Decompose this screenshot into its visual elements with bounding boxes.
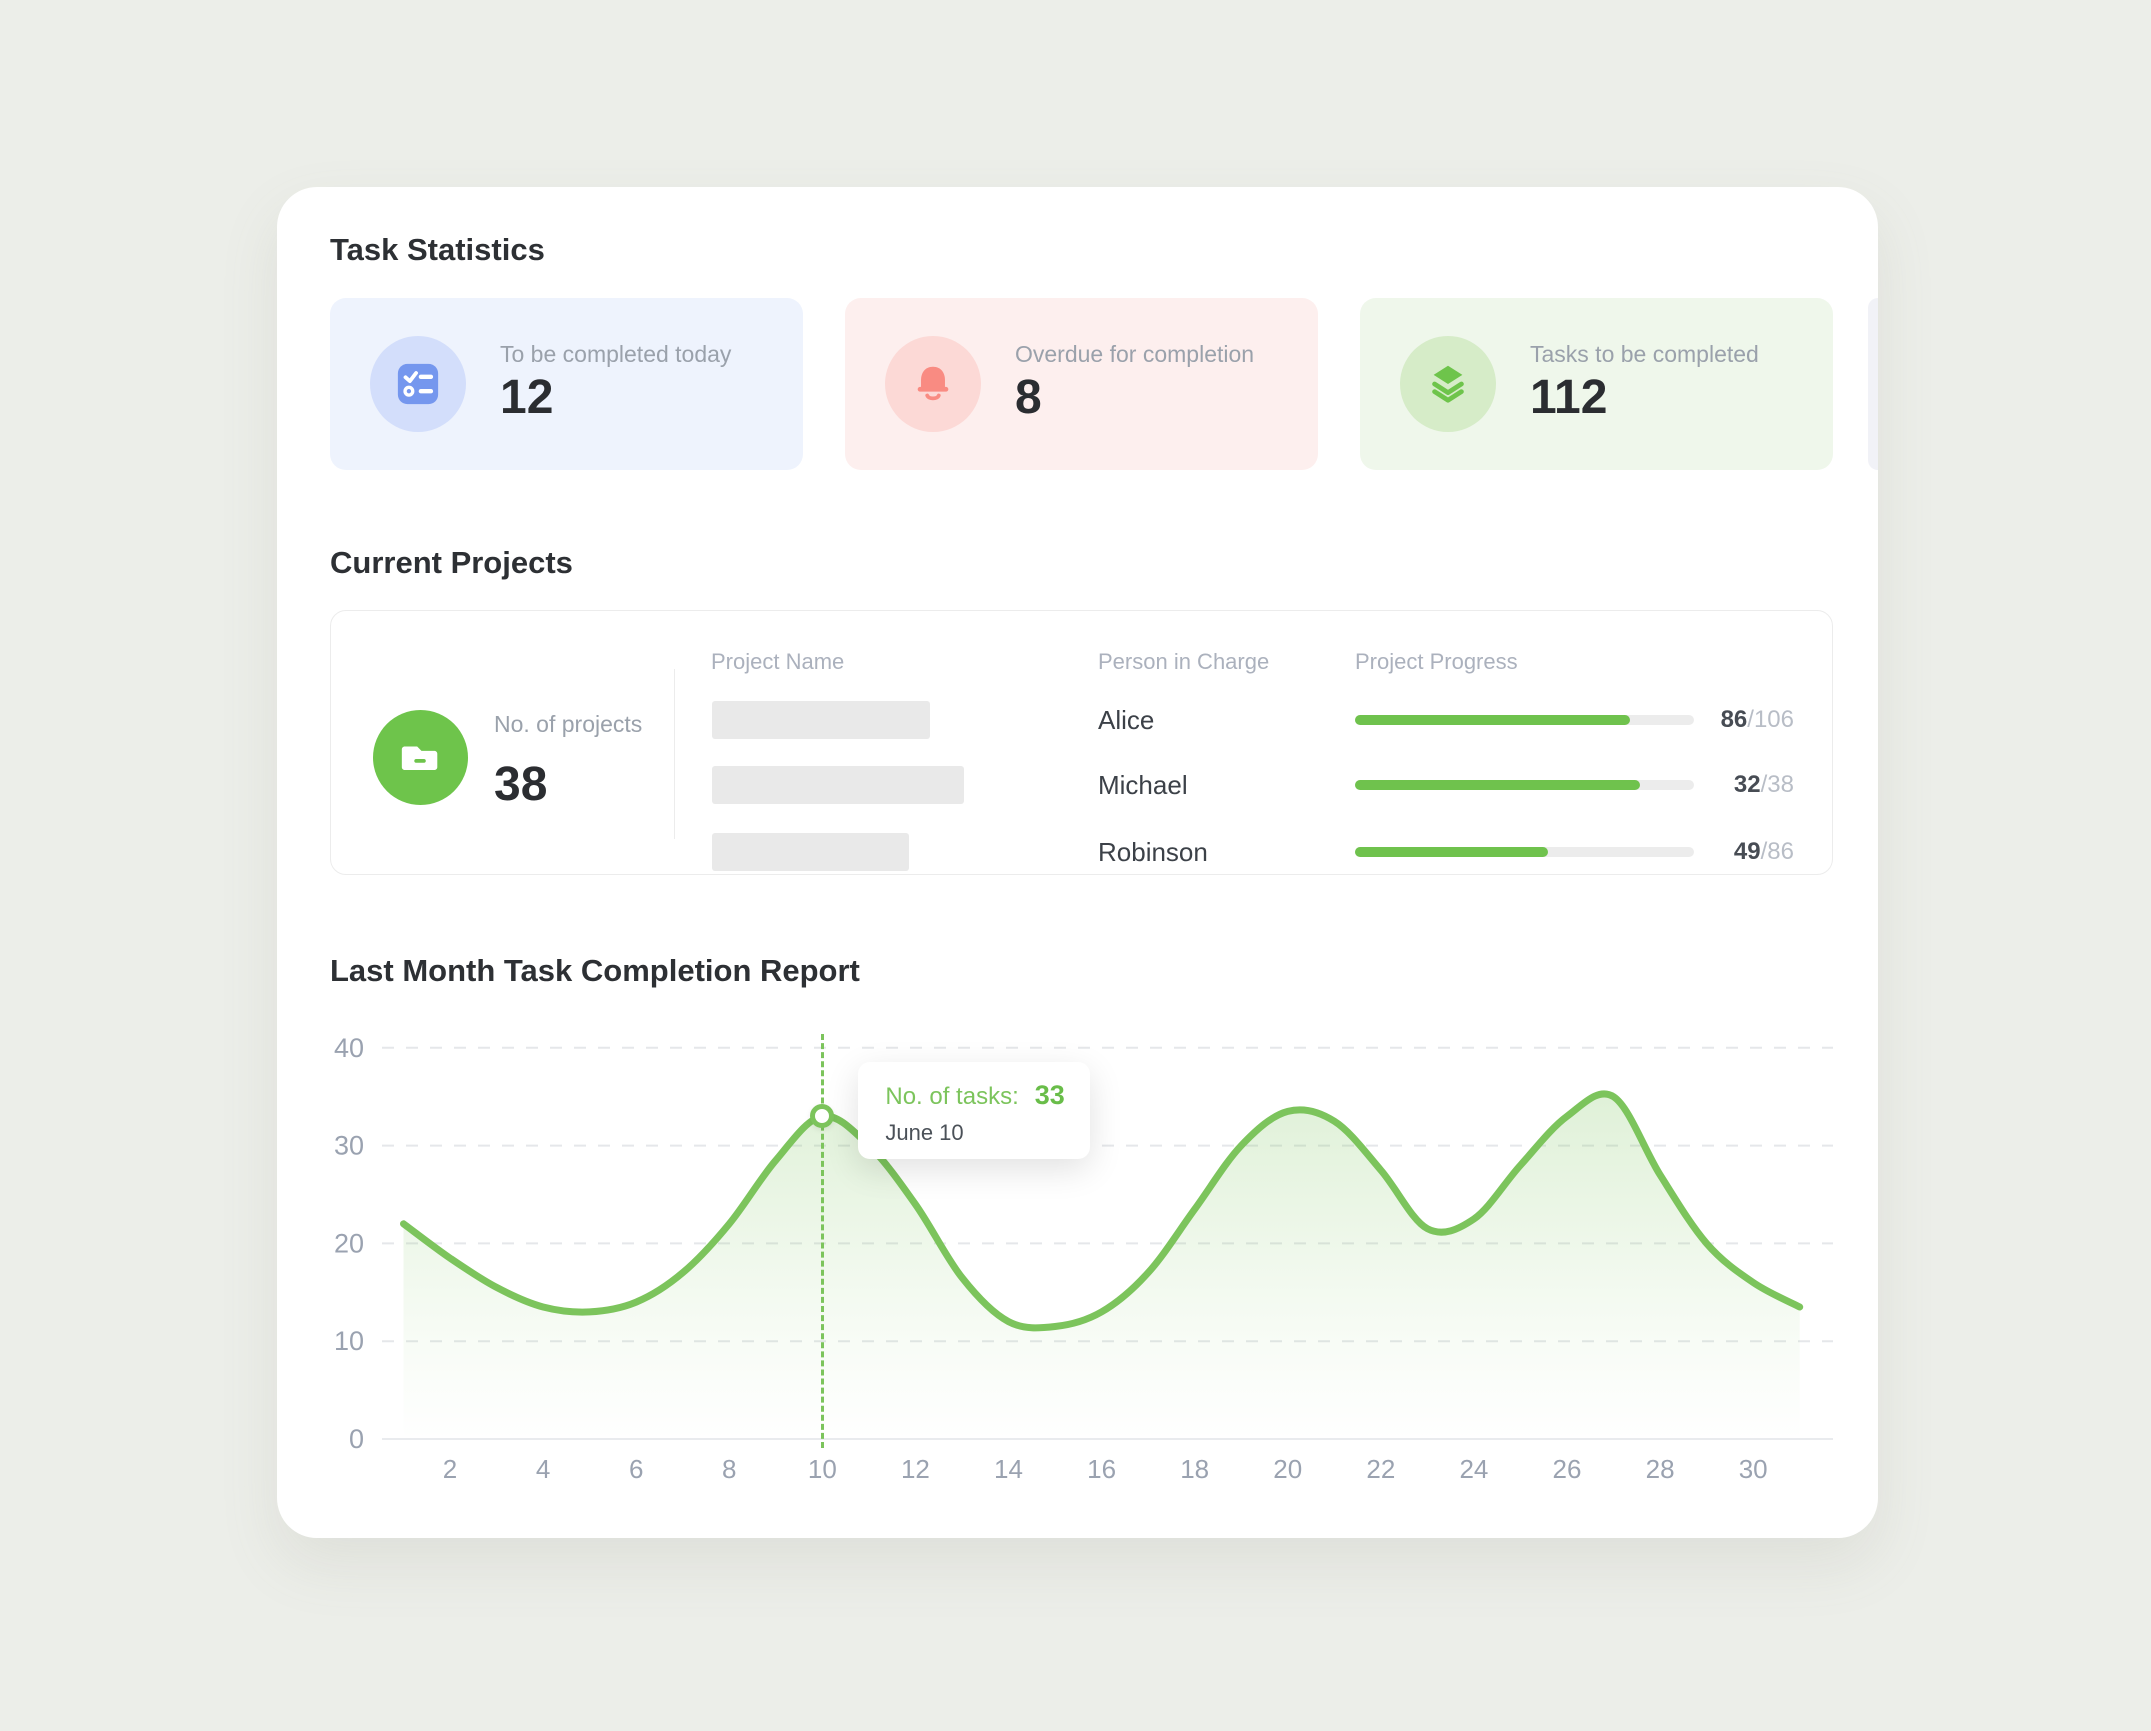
svg-text:30: 30 bbox=[1739, 1454, 1768, 1484]
person-name[interactable]: Robinson bbox=[1098, 836, 1208, 867]
svg-text:26: 26 bbox=[1553, 1454, 1582, 1484]
stat-card-label: Tasks to be completed bbox=[1530, 341, 1759, 367]
svg-text:30: 30 bbox=[334, 1131, 364, 1161]
chart-hover-line bbox=[820, 1034, 824, 1448]
progress-count: 32/38 bbox=[1733, 771, 1794, 798]
svg-text:16: 16 bbox=[1087, 1454, 1116, 1484]
project-name-placeholder bbox=[712, 701, 930, 739]
progress-bar bbox=[1355, 780, 1694, 790]
svg-text:40: 40 bbox=[334, 1033, 364, 1063]
svg-text:22: 22 bbox=[1366, 1454, 1395, 1484]
project-name-placeholder bbox=[712, 833, 909, 871]
progress-count: 86/106 bbox=[1720, 706, 1794, 733]
svg-text:20: 20 bbox=[1273, 1454, 1302, 1484]
stat-card-partial bbox=[1868, 298, 1878, 470]
stat-card-value: 12 bbox=[500, 371, 554, 424]
stat-card-value: 8 bbox=[1015, 371, 1042, 424]
project-name-placeholder bbox=[712, 766, 964, 804]
svg-text:2: 2 bbox=[443, 1454, 457, 1484]
tooltip-value: 33 bbox=[1034, 1080, 1065, 1111]
svg-text:24: 24 bbox=[1459, 1454, 1488, 1484]
svg-text:6: 6 bbox=[629, 1454, 643, 1484]
projects-count-label: No. of projects bbox=[494, 711, 643, 737]
column-header-project-name: Project Name bbox=[711, 649, 845, 674]
current-projects-card: No. of projects 38 Project Name Person i… bbox=[330, 610, 1833, 875]
progress-count: 49/86 bbox=[1733, 838, 1794, 865]
svg-text:10: 10 bbox=[808, 1454, 837, 1484]
bell-icon bbox=[885, 336, 981, 432]
svg-text:8: 8 bbox=[722, 1454, 736, 1484]
stat-card-value: 112 bbox=[1530, 371, 1608, 424]
section-title-task-statistics: Task Statistics bbox=[330, 232, 545, 267]
svg-text:4: 4 bbox=[536, 1454, 550, 1484]
dashboard-panel: Task Statistics To be completed today 12 bbox=[277, 187, 1878, 1538]
stat-card-tasks-to-be-completed[interactable]: Tasks to be completed 112 bbox=[1360, 298, 1833, 470]
checklist-icon bbox=[370, 336, 466, 432]
progress-bar bbox=[1355, 847, 1694, 857]
svg-text:10: 10 bbox=[334, 1326, 364, 1356]
tooltip-label: No. of tasks: bbox=[885, 1083, 1019, 1111]
chart-highlight-marker bbox=[810, 1104, 835, 1129]
column-header-project-progress: Project Progress bbox=[1355, 649, 1518, 674]
chart-tooltip: No. of tasks: 33 June 10 bbox=[858, 1062, 1091, 1160]
stat-card-overdue-for-completion[interactable]: Overdue for completion 8 bbox=[845, 298, 1318, 470]
svg-text:18: 18 bbox=[1180, 1454, 1209, 1484]
tooltip-date: June 10 bbox=[885, 1120, 964, 1146]
section-title-task-completion-report: Last Month Task Completion Report bbox=[330, 953, 860, 988]
column-header-person-in-charge: Person in Charge bbox=[1098, 649, 1270, 674]
folder-icon bbox=[373, 710, 468, 805]
divider bbox=[674, 669, 675, 839]
stat-card-to-be-completed-today[interactable]: To be completed today 12 bbox=[330, 298, 803, 470]
progress-bar bbox=[1355, 715, 1694, 725]
svg-text:12: 12 bbox=[901, 1454, 930, 1484]
svg-text:0: 0 bbox=[349, 1424, 364, 1454]
svg-text:14: 14 bbox=[994, 1454, 1023, 1484]
layers-icon bbox=[1400, 336, 1496, 432]
stat-card-label: To be completed today bbox=[500, 341, 732, 367]
stat-card-label: Overdue for completion bbox=[1015, 341, 1255, 367]
person-name[interactable]: Michael bbox=[1098, 769, 1188, 800]
svg-text:28: 28 bbox=[1646, 1454, 1675, 1484]
task-completion-chart[interactable]: 0 10 20 30 40 2 4 6 8 10 12 14 16 18 20 22 24 26 28 30 No. … bbox=[320, 1020, 1850, 1500]
projects-count-value: 38 bbox=[494, 758, 548, 811]
section-title-current-projects: Current Projects bbox=[330, 545, 573, 580]
svg-text:20: 20 bbox=[334, 1228, 364, 1258]
person-name[interactable]: Alice bbox=[1098, 704, 1155, 735]
